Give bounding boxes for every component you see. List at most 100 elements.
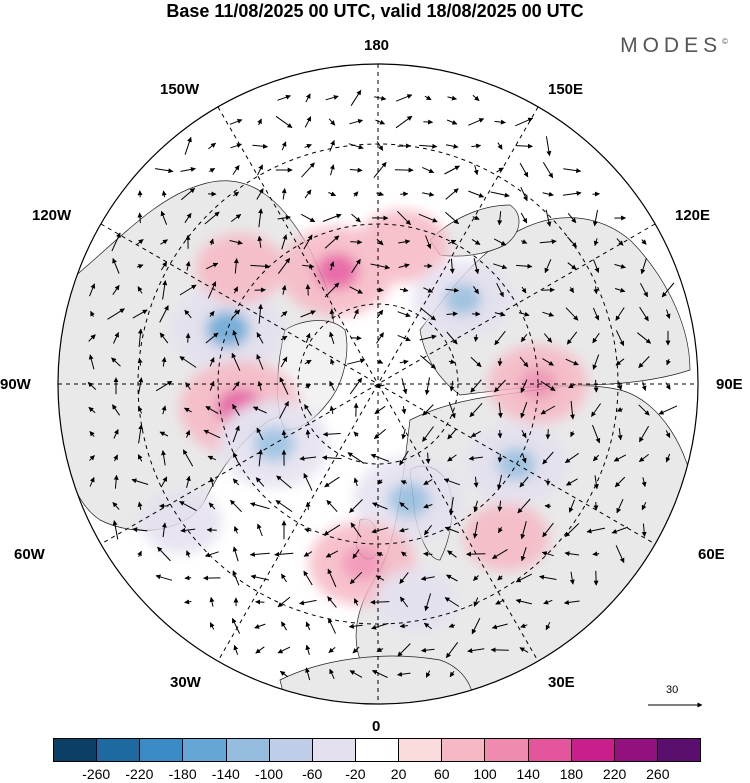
wind-vector <box>422 166 435 174</box>
brand-mark: © <box>722 37 728 46</box>
wind-vector <box>496 474 503 490</box>
wind-vector <box>419 334 437 341</box>
wind-vector <box>593 475 599 490</box>
wind-vector <box>87 382 97 390</box>
wind-vector <box>519 476 529 488</box>
wind-vector <box>299 455 317 461</box>
wind-vector <box>348 623 363 629</box>
wind-vector <box>544 259 552 274</box>
wind-vector <box>497 402 503 419</box>
wind-vector <box>521 453 527 464</box>
wind-vector <box>570 431 575 438</box>
wind-vector <box>257 449 263 467</box>
anomaly-core <box>401 588 432 613</box>
wind-vector <box>565 358 579 366</box>
wind-vector <box>638 404 650 416</box>
wind-vector <box>447 454 457 462</box>
wind-vector <box>89 431 95 437</box>
wind-vector <box>496 282 504 298</box>
wind-vector <box>230 499 242 513</box>
wind-vector <box>592 454 600 462</box>
wind-vector <box>615 330 625 347</box>
wind-vector <box>376 141 384 151</box>
wind-vector <box>399 287 409 293</box>
wind-vector <box>274 551 294 557</box>
wind-vector <box>232 164 240 175</box>
wind-vector <box>563 599 580 605</box>
wind-vector <box>613 454 627 462</box>
wind-vector <box>569 571 575 585</box>
wind-vector <box>349 670 363 678</box>
wind-vector <box>446 311 458 317</box>
wind-vector <box>541 551 554 557</box>
wind-vector <box>468 118 485 126</box>
wind-vector <box>325 550 339 558</box>
wind-vector <box>305 93 311 103</box>
wind-vector <box>277 646 291 654</box>
colorbar-segment <box>484 739 528 761</box>
wind-vector <box>161 450 166 466</box>
wind-vector <box>422 404 434 416</box>
lon-label-180: 180 <box>364 37 390 54</box>
wind-vector <box>138 424 144 444</box>
wind-vector <box>281 429 287 438</box>
wind-vector <box>616 407 623 412</box>
colorbar-segment <box>570 739 614 761</box>
wind-vector <box>473 165 479 176</box>
wind-vector <box>277 596 291 608</box>
wind-vector <box>304 116 312 128</box>
wind-vector <box>185 429 191 438</box>
wind-vector <box>131 478 149 485</box>
wind-vector <box>515 117 534 127</box>
wind-vector <box>491 623 508 630</box>
wind-vector <box>209 476 215 487</box>
wind-vector <box>641 381 647 391</box>
wind-vector <box>399 596 409 608</box>
wind-vector <box>132 527 148 533</box>
wind-vector <box>203 429 221 439</box>
wind-vector <box>568 383 576 389</box>
wind-vector <box>636 332 652 344</box>
wind-vector <box>542 191 554 197</box>
wind-vector <box>470 356 482 368</box>
wind-vector <box>159 431 169 437</box>
wind-vector <box>303 551 313 557</box>
colorbar-segment <box>311 739 355 761</box>
wind-scale-label: 30 <box>666 684 679 696</box>
wind-vector <box>329 140 335 152</box>
wind-vector <box>611 526 629 534</box>
wind-vector <box>539 239 557 245</box>
wind-vector <box>562 190 582 196</box>
wind-vector <box>472 521 478 539</box>
wind-vector <box>490 191 510 198</box>
wind-vector <box>520 186 528 202</box>
wind-vector <box>445 188 459 200</box>
wind-vector <box>209 380 215 391</box>
wind-vector <box>304 359 312 365</box>
wind-vector <box>520 212 528 224</box>
wind-vector <box>444 165 460 175</box>
wind-vector <box>186 550 191 558</box>
wind-vector <box>329 331 335 345</box>
wind-vector <box>112 284 120 295</box>
wind-vector <box>399 502 409 510</box>
wind-vector <box>545 621 551 631</box>
wind-vector <box>351 258 361 273</box>
wind-vector <box>569 287 575 294</box>
wind-vector <box>616 498 624 514</box>
wind-vector <box>280 573 288 583</box>
wind-vector <box>233 644 239 655</box>
wind-vector <box>279 400 289 419</box>
wind-vector <box>565 478 578 486</box>
wind-vector <box>471 238 481 246</box>
colorbar-tick-label: 140 <box>516 766 540 782</box>
wind-vector <box>233 191 240 197</box>
wind-vector <box>564 523 580 537</box>
wind-vector <box>444 597 460 607</box>
wind-vector <box>399 623 408 629</box>
wind-vector <box>423 622 433 630</box>
wind-vector <box>370 599 390 605</box>
wind-vector <box>160 476 168 488</box>
wind-vector <box>497 142 503 150</box>
